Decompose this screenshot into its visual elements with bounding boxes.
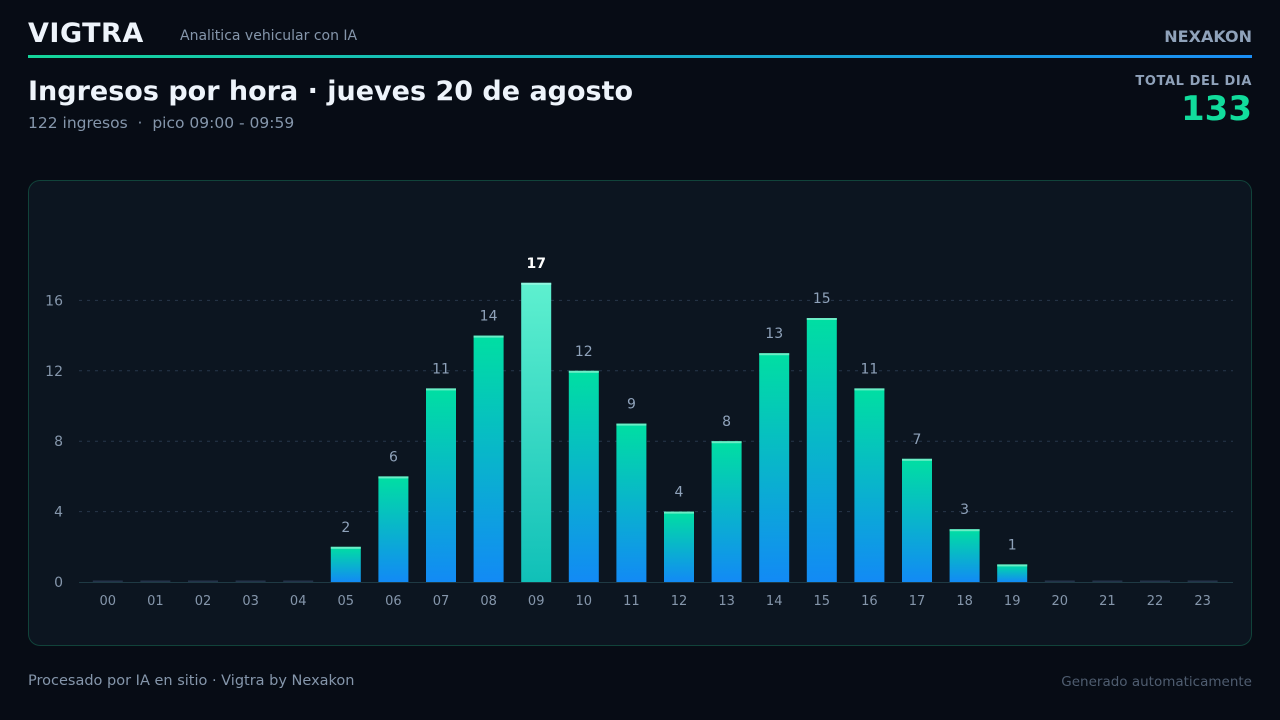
brand-logo: VIGTRA (28, 18, 144, 49)
bar-08 (473, 335, 504, 582)
data-label-11: 9 (627, 397, 636, 413)
data-label-17: 7 (913, 432, 922, 448)
bar-00 (92, 580, 123, 582)
data-label-13: 8 (722, 414, 731, 430)
x-tick-label: 10 (576, 594, 593, 609)
x-tick-label: 05 (338, 594, 355, 609)
x-tick-label: 00 (100, 594, 117, 609)
x-tick-label: 17 (909, 594, 926, 609)
x-tick-label: 02 (195, 594, 212, 609)
x-tick-label: 14 (766, 594, 783, 609)
bar-cap (664, 511, 694, 514)
bar-cap (378, 476, 409, 479)
x-tick-label: 15 (814, 594, 831, 609)
bar-cap (426, 388, 456, 391)
bar-cap (854, 388, 885, 391)
page-title: Ingresos por hora · jueves 20 de agosto (28, 76, 634, 107)
y-tick-label: 16 (45, 293, 63, 309)
x-tick-label: 04 (290, 594, 307, 609)
bar-22 (1140, 580, 1170, 582)
bar-cap (616, 423, 647, 426)
bar-cap (997, 564, 1028, 567)
x-tick-label: 13 (718, 594, 735, 609)
footer-generated-note: Generado automaticamente (1061, 674, 1252, 690)
y-tick-label: 4 (54, 505, 63, 521)
bar-13 (711, 441, 742, 582)
data-label-19: 1 (1008, 537, 1017, 553)
data-label-14: 13 (765, 326, 783, 342)
bar-cap (521, 282, 552, 285)
bar-20 (1044, 580, 1075, 582)
bar-10 (568, 370, 599, 582)
data-label-10: 12 (575, 344, 593, 360)
bar-16 (854, 388, 885, 582)
bar-05 (330, 546, 361, 582)
bar-11 (616, 423, 647, 582)
data-label-08: 14 (480, 309, 498, 325)
bar-01 (140, 580, 171, 582)
bar-cap (711, 441, 742, 444)
bar-cap (473, 335, 504, 338)
x-tick-label: 22 (1147, 594, 1164, 609)
bar-06 (378, 476, 409, 582)
data-label-07: 11 (432, 361, 450, 377)
y-tick-label: 0 (54, 575, 63, 591)
data-label-06: 6 (389, 449, 398, 465)
x-tick-label: 09 (528, 594, 545, 609)
data-label-12: 4 (675, 485, 684, 501)
bar-17 (902, 458, 932, 582)
x-tick-label: 20 (1052, 594, 1069, 609)
y-tick-label: 12 (45, 364, 63, 380)
bar-21 (1092, 580, 1123, 582)
bar-18 (949, 529, 980, 582)
x-tick-label: 06 (385, 594, 402, 609)
bar-19 (997, 564, 1028, 582)
x-tick-label: 11 (623, 594, 640, 609)
x-tick-label: 08 (480, 594, 497, 609)
bar-cap (902, 458, 932, 461)
bar-14 (759, 353, 790, 582)
x-tick-label: 18 (956, 594, 973, 609)
x-tick-label: 12 (671, 594, 688, 609)
x-tick-label: 21 (1099, 594, 1116, 609)
page-subtitle: 122 ingresos · pico 09:00 - 09:59 (28, 114, 295, 132)
x-tick-label: 16 (861, 594, 878, 609)
x-tick-label: 07 (433, 594, 450, 609)
bar-03 (235, 580, 266, 582)
bar-cap (806, 318, 837, 320)
x-tick-label: 19 (1004, 594, 1021, 609)
company-name: NEXAKON (1164, 27, 1252, 46)
bar-12 (664, 511, 694, 582)
bar-07 (426, 388, 456, 582)
x-tick-label: 03 (242, 594, 259, 609)
bar-cap (949, 529, 980, 532)
bar-02 (188, 580, 218, 582)
chart-card: 0 4 8 12 16 00 01 02 03 04 2 05 6 06 11 07 14 08 17 09 12 10 9… (28, 180, 1252, 646)
x-tick-label: 23 (1194, 594, 1211, 609)
bar-cap (568, 370, 599, 373)
bar-04 (283, 580, 314, 582)
bar-15 (806, 318, 837, 582)
brand-tagline: Analitica vehicular con IA (180, 28, 358, 44)
y-tick-label: 8 (54, 434, 63, 450)
bar-cap (759, 353, 790, 356)
data-label-16: 11 (860, 361, 878, 377)
data-label-09: 17 (526, 256, 545, 272)
x-tick-label: 01 (147, 594, 164, 609)
bar-09 (521, 282, 552, 582)
bar-cap (330, 546, 361, 549)
data-label-15: 15 (813, 291, 831, 307)
total-value: 133 (1181, 89, 1252, 129)
data-label-05: 2 (341, 520, 350, 536)
bar-23 (1187, 580, 1218, 582)
data-label-18: 3 (960, 502, 969, 518)
footer-processing-note: Procesado por IA en sitio · Vigtra by Ne… (28, 673, 355, 689)
total-label: TOTAL DEL DIA (1135, 74, 1252, 89)
header-divider (28, 55, 1252, 58)
